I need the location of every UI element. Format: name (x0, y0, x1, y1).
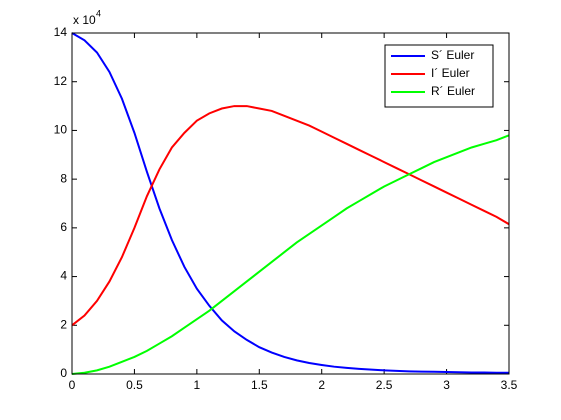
y-tick-label: 2 (60, 317, 67, 331)
legend-label: S´ Euler (431, 48, 474, 62)
y-multiplier: x 10 (73, 13, 96, 27)
x-tick-label: 3.5 (501, 378, 518, 392)
y-tick-label: 14 (54, 25, 68, 39)
y-tick-label: 4 (60, 269, 67, 283)
legend-box (384, 44, 494, 108)
y-tick-label: 12 (54, 74, 68, 88)
series-line (71, 134, 510, 375)
x-tick-label: 1 (194, 378, 201, 392)
x-tick-label: 0 (69, 378, 76, 392)
y-tick-label: 10 (54, 123, 68, 137)
y-tick-label: 0 (60, 366, 67, 380)
y-tick-label: 6 (60, 220, 67, 234)
axes-box (71, 32, 510, 375)
x-tick-label: 1.5 (251, 378, 268, 392)
legend-label: I´ Euler (431, 66, 470, 80)
y-tick-label: 8 (60, 171, 67, 185)
series-line (71, 105, 510, 327)
legend-label: R´ Euler (431, 84, 475, 98)
x-tick-label: 2.5 (376, 378, 393, 392)
x-tick-label: 0.5 (126, 378, 143, 392)
series-line (71, 32, 509, 374)
x-tick-label: 2 (318, 378, 325, 392)
y-multiplier-exponent: 4 (96, 8, 101, 18)
x-tick-label: 3 (443, 378, 450, 392)
